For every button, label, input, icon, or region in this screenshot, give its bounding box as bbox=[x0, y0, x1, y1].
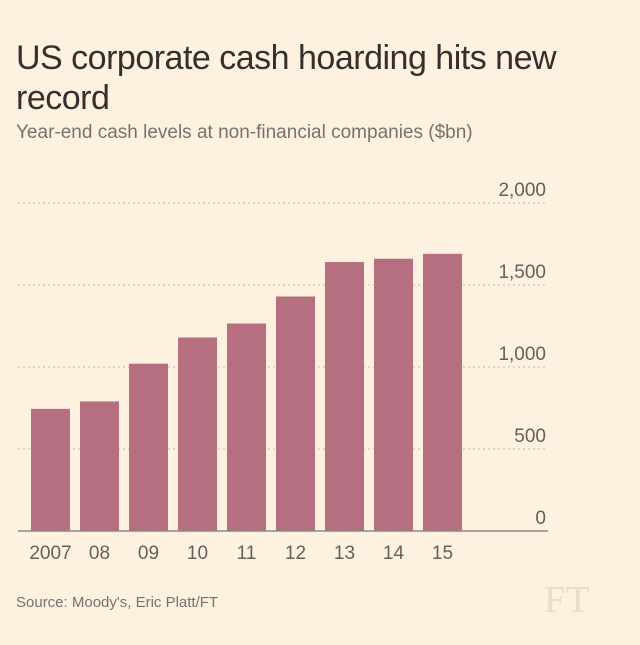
x-tick-label: 14 bbox=[383, 543, 405, 564]
x-tick-label: 2007 bbox=[29, 543, 71, 564]
y-tick-label: 500 bbox=[514, 426, 546, 447]
bar-15 bbox=[423, 253, 462, 531]
bar-11 bbox=[227, 323, 266, 531]
y-tick-label: 0 bbox=[535, 508, 546, 529]
bar-2007 bbox=[31, 408, 70, 531]
x-tick-label: 11 bbox=[237, 543, 257, 564]
ft-logo: FT bbox=[544, 579, 591, 621]
chart-title: US corporate cash hoarding hits new reco… bbox=[16, 39, 557, 117]
bar-08 bbox=[80, 401, 119, 531]
y-tick-label: 1,000 bbox=[498, 344, 546, 365]
bar-14 bbox=[374, 258, 413, 531]
bar-12 bbox=[276, 296, 315, 531]
y-tick-label: 1,500 bbox=[498, 262, 546, 283]
bar-13 bbox=[325, 262, 364, 531]
x-tick-label: 08 bbox=[89, 543, 110, 564]
chart-subtitle: Year-end cash levels at non-financial co… bbox=[16, 122, 473, 143]
x-tick-label: 15 bbox=[432, 543, 453, 564]
x-tick-label: 09 bbox=[138, 543, 159, 564]
x-tick-label: 10 bbox=[187, 543, 208, 564]
bar-10 bbox=[178, 337, 217, 531]
bar-chart: 0 500 1,000 1,500 2,000 2007 08 09 10 11 12 13 14 15 bbox=[18, 180, 548, 564]
x-tick-label: 13 bbox=[334, 543, 355, 564]
bar-09 bbox=[129, 363, 168, 531]
x-tick-label: 12 bbox=[285, 543, 306, 564]
y-tick-label: 2,000 bbox=[498, 180, 546, 201]
source-note: Source: Moody's, Eric Platt/FT bbox=[16, 594, 219, 611]
